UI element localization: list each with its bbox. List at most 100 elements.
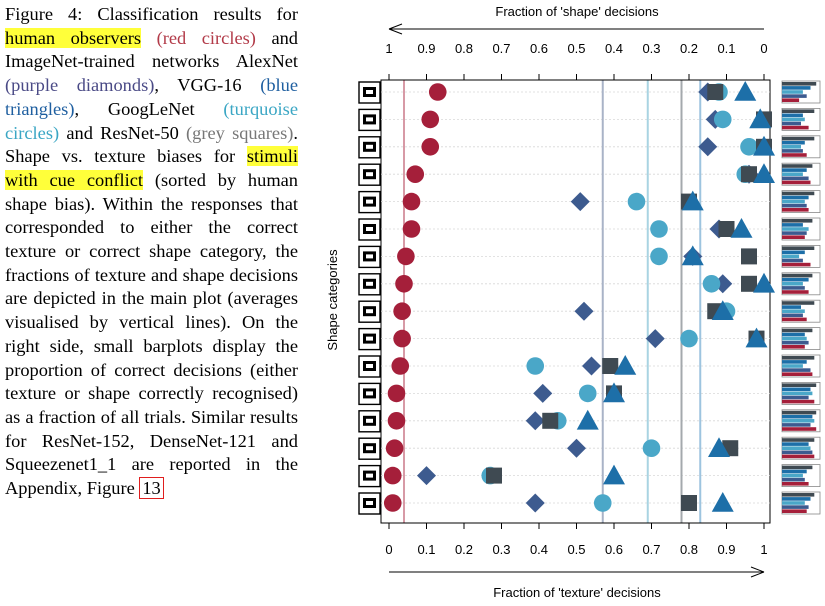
bottom-tick-label: 0.1 (417, 542, 435, 557)
barplot-bar-googlenet (782, 172, 803, 176)
barplot-bar-googlenet (782, 473, 803, 478)
barplot-bar-googlenet (782, 391, 813, 396)
barplot-bar-vgg (782, 168, 807, 172)
barplot-bear (781, 162, 821, 186)
marker-alexnet (570, 192, 590, 212)
airplane-icon (358, 136, 381, 159)
barplot-bar-vgg (782, 195, 809, 200)
marker-vgg (711, 492, 734, 512)
barplot-bar-resnet (782, 328, 813, 333)
bottom-tick-label: 0.4 (530, 542, 548, 557)
highlight-human-observers: human observers (5, 27, 142, 48)
barplot-bar-resnet (782, 219, 813, 223)
marker-human (385, 439, 404, 458)
icon-glyph-detail (366, 254, 373, 259)
barplot-bar-googlenet (782, 227, 809, 231)
barplot-bar-googlenet (782, 117, 805, 122)
barplot-bicycle (781, 491, 821, 515)
marker-human (421, 110, 440, 129)
marker-vgg (614, 355, 637, 375)
caption-turquoise-circles: (turquoise circles) (5, 98, 298, 143)
top-tick-label: 1 (385, 41, 392, 56)
marker-resnet (741, 275, 757, 292)
top-tick-label: 0.1 (717, 41, 735, 56)
barplot-bar-resnet (782, 164, 813, 168)
barplot-bar-human (782, 345, 805, 349)
barplot-bar-resnet (782, 438, 815, 442)
marker-vgg (603, 464, 625, 485)
top-tick-label: 0.8 (455, 41, 473, 56)
bird-icon (358, 327, 381, 351)
barplot-bar-vgg (782, 223, 803, 227)
barplot-bar-human (782, 317, 807, 322)
barplot-bar-human (782, 509, 807, 513)
caption-text-2: and ImageNet-trained networks AlexNet (5, 27, 298, 72)
marker-googlenet (650, 247, 668, 266)
icon-glyph-detail (366, 227, 373, 231)
barplot-bar-resnet (782, 383, 817, 387)
barplot-bar-vgg (782, 497, 811, 501)
barplot-clock (781, 464, 821, 488)
marker-human (393, 302, 411, 321)
barplot-bar-human (782, 153, 807, 157)
barplot-bar-resnet (782, 109, 815, 113)
barplot-airplane (781, 135, 821, 159)
barplot-bar-alexnet (782, 176, 809, 181)
keyboard-icon (358, 218, 381, 241)
barplot-bar-vgg (782, 442, 809, 446)
bottom-tick-label: 0.2 (455, 542, 473, 557)
barplot-bar-googlenet (782, 309, 805, 313)
caption-text-4: , GoogLeNet (74, 98, 195, 119)
barplot-bar-human (782, 399, 815, 404)
marker-googlenet (680, 329, 698, 348)
marker-vgg (576, 409, 599, 430)
barplot-bar-googlenet (782, 254, 800, 259)
barplot-bar-human (782, 235, 805, 239)
barplot-bar-alexnet (782, 505, 809, 509)
bottom-tick-label: 0.3 (492, 542, 510, 557)
icon-glyph-detail (366, 446, 373, 451)
marker-googlenet (627, 192, 646, 211)
elephant-icon (358, 273, 381, 296)
marker-human (391, 357, 410, 375)
figure-reference-link[interactable]: 13 (139, 477, 164, 500)
barplot-bar-vgg (782, 414, 813, 419)
icon-glyph-detail (366, 501, 373, 505)
marker-alexnet (525, 411, 545, 431)
barplot-bar-vgg (782, 305, 801, 309)
barplot-truck (781, 381, 821, 405)
barplot-bar-alexnet (782, 313, 803, 318)
marker-googlenet (642, 439, 661, 458)
barplot-bird (781, 327, 821, 351)
texture-arrow-head (750, 566, 765, 578)
caption-text-3: , VGG-16 (154, 75, 242, 96)
barplot-bar-alexnet (782, 450, 813, 455)
y-axis-title: Shape categories (325, 249, 340, 351)
barplot-bar-human (782, 125, 809, 130)
marker-resnet (741, 166, 757, 183)
barplot-bar-human (782, 98, 800, 102)
marker-alexnet (574, 301, 594, 321)
car-icon (358, 355, 381, 378)
top-tick-label: 0.6 (530, 41, 548, 56)
barplot-bar-alexnet (782, 121, 801, 126)
marker-alexnet (525, 493, 545, 513)
barplot-bar-resnet (782, 410, 817, 415)
icon-glyph-detail (366, 364, 373, 368)
bear-icon (358, 163, 381, 186)
marker-vgg (749, 108, 772, 129)
marker-vgg (753, 272, 775, 293)
top-axis-title: Fraction of 'shape' decisions (495, 4, 659, 19)
barplot-chair (781, 436, 821, 460)
barplot-bar-googlenet (782, 419, 815, 423)
caption-figure-label: Figure 4: (5, 4, 83, 24)
icon-glyph-detail (366, 418, 373, 423)
barplot-bar-alexnet (782, 258, 803, 263)
barplot-bar-resnet (782, 356, 815, 360)
bottom-tick-label: 0.7 (642, 542, 660, 557)
barplot-dog (781, 190, 821, 214)
marker-alexnet (567, 438, 586, 458)
caption-text-1: Classification results for (97, 4, 298, 24)
marker-vgg (681, 245, 704, 266)
barplot-bar-vgg (782, 140, 805, 145)
